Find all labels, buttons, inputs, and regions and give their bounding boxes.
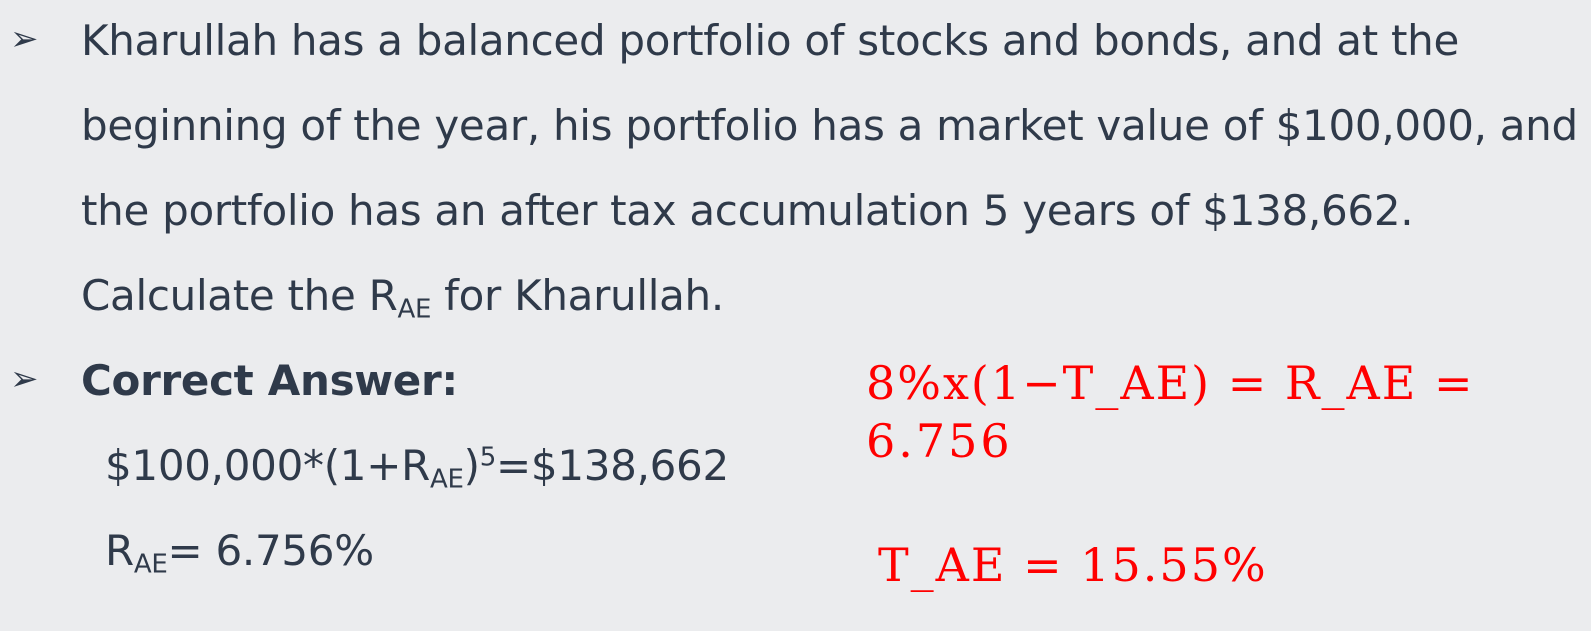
eq1-prefix: $100,000*(1+R	[105, 441, 430, 490]
eq1-subscript: AE	[429, 464, 464, 495]
eq2-prefix: R	[105, 526, 134, 575]
question-line-4-subscript: AE	[397, 294, 432, 325]
question-line-4-prefix: Calculate the R	[81, 271, 398, 320]
answer-equation-2: RAE= 6.756%	[105, 530, 374, 578]
annotation-line-2: 6.756	[866, 414, 1013, 468]
answer-equation-1: $100,000*(1+RAE)5=$138,662	[105, 442, 729, 493]
annotation-line-3: T_AE = 15.55%	[878, 538, 1268, 592]
eq2-subscript: AE	[133, 549, 168, 580]
eq1-superscript: 5	[479, 442, 497, 473]
bullet-arrow-icon: ➢	[10, 19, 39, 59]
eq1-suffix: =$138,662	[496, 441, 729, 490]
question-line-4-suffix: for Kharullah.	[431, 271, 724, 320]
question-line-4: Calculate the RAE for Kharullah.	[81, 275, 724, 323]
question-line-1: Kharullah has a balanced portfolio of st…	[81, 16, 1459, 65]
eq1-mid: )	[463, 441, 480, 490]
question-line-3: the portfolio has an after tax accumulat…	[81, 186, 1414, 235]
annotation-line-1: 8%x(1−T_AE) = R_AE =	[866, 356, 1475, 410]
answer-heading: Correct Answer:	[81, 356, 458, 405]
bullet-arrow-icon: ➢	[10, 359, 39, 399]
eq2-suffix: = 6.756%	[167, 526, 375, 575]
question-line-2: beginning of the year, his portfolio has…	[81, 101, 1578, 150]
